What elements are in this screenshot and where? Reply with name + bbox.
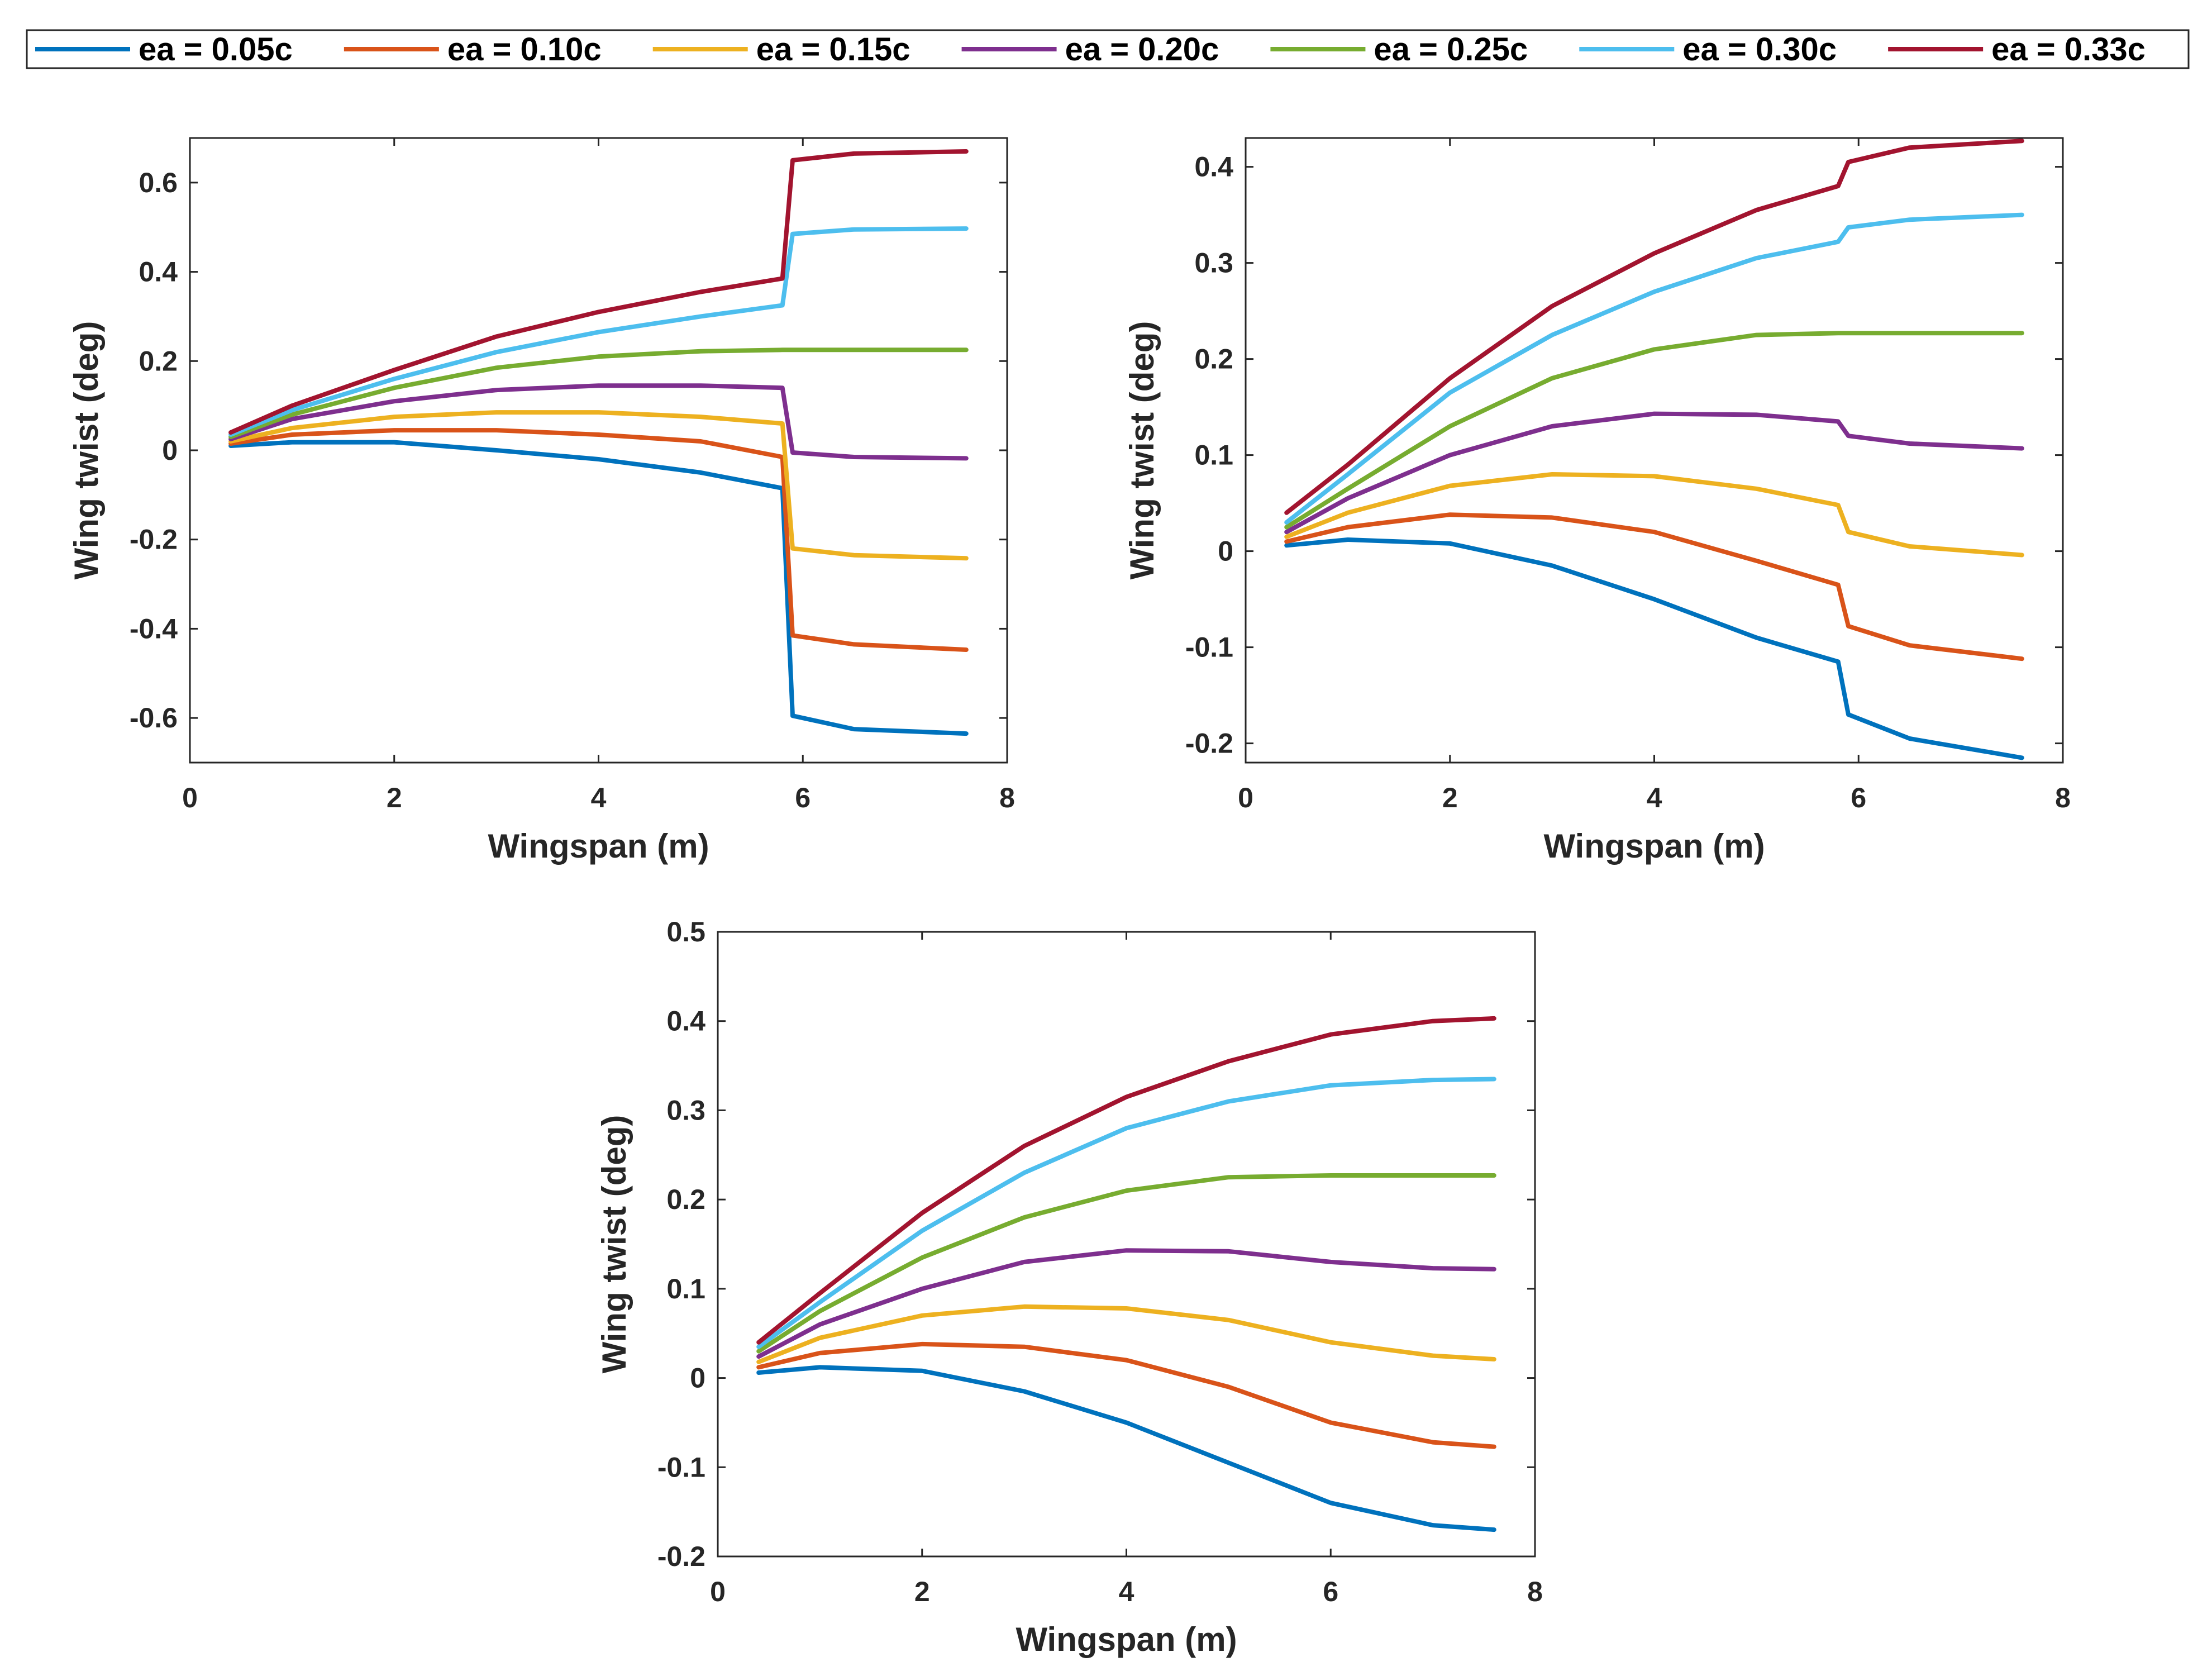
x-axis-label: Wingspan (m) bbox=[1016, 1621, 1237, 1658]
y-tick-label: 0.3 bbox=[1194, 247, 1233, 279]
series-line-ea-0-05c bbox=[756, 1365, 1496, 1532]
legend-label: ea = 0.25c bbox=[1374, 31, 1528, 68]
legend-label: ea = 0.10c bbox=[447, 31, 602, 68]
x-tick-label: 4 bbox=[1647, 782, 1662, 813]
x-tick-label: 0 bbox=[182, 782, 198, 813]
series-line-ea-0-15c bbox=[1284, 472, 2024, 558]
series-line-ea-0-33c bbox=[1284, 139, 2024, 515]
y-tick-label: 0.5 bbox=[666, 916, 705, 947]
series-line-ea-0-30c bbox=[1284, 212, 2024, 525]
x-tick-label: 4 bbox=[1119, 1576, 1134, 1607]
series-line-ea-0-15c bbox=[756, 1304, 1496, 1364]
y-tick-label: 0 bbox=[162, 435, 178, 466]
legend-label: ea = 0.33c bbox=[1991, 31, 2146, 68]
x-tick-label: 8 bbox=[2055, 782, 2071, 813]
chart-panel-bottom: 0 2 4 6 8 -0.2 -0.1 0 0.1 0.2 0.3 0.4 0.5 Wingspan (m… bbox=[595, 916, 1543, 1658]
x-tick-label: 2 bbox=[387, 782, 402, 813]
series-line-ea-0-10c bbox=[228, 428, 969, 652]
series-line-ea-0-05c bbox=[228, 440, 969, 736]
series-line-ea-0-33c bbox=[756, 1016, 1496, 1345]
x-tick-label: 6 bbox=[795, 782, 811, 813]
x-axis-label: Wingspan (m) bbox=[1543, 827, 1765, 865]
x-axis-label: Wingspan (m) bbox=[488, 827, 709, 865]
chart-panel-top-right: 0 2 4 6 8 -0.2 -0.1 0 0.1 0.2 0.3 0.4 Wingspan (m) Wi… bbox=[1123, 137, 2071, 865]
y-tick-label: 0 bbox=[690, 1363, 705, 1394]
y-tick-label: -0.2 bbox=[130, 524, 178, 555]
y-tick-label: 0.3 bbox=[666, 1094, 705, 1126]
x-tick-label: 8 bbox=[1527, 1576, 1543, 1607]
y-tick-label: -0.2 bbox=[1185, 728, 1233, 759]
y-tick-label: 0.2 bbox=[666, 1184, 705, 1215]
series-line-ea-0-20c bbox=[228, 383, 969, 461]
series-line-ea-0-10c bbox=[1284, 512, 2024, 661]
series-line-ea-0-25c bbox=[228, 347, 969, 439]
series-line-ea-0-20c bbox=[756, 1248, 1496, 1359]
y-axis-label: Wing twist (deg) bbox=[595, 1115, 633, 1374]
legend-label: ea = 0.05c bbox=[139, 31, 293, 68]
series-line-ea-0-05c bbox=[1284, 537, 2024, 760]
y-tick-label: 0.2 bbox=[139, 345, 178, 377]
chart-panel-top-left: 0 2 4 6 8 -0.6 -0.4 -0.2 0 0.2 0.4 0.6 Wingspan (m) W… bbox=[68, 137, 1015, 865]
y-tick-label: 0.1 bbox=[666, 1273, 705, 1304]
y-axis-label: Wing twist (deg) bbox=[68, 321, 105, 580]
x-tick-label: 6 bbox=[1323, 1576, 1338, 1607]
y-tick-label: 0.1 bbox=[1194, 440, 1233, 471]
legend-label: ea = 0.20c bbox=[1065, 31, 1219, 68]
y-tick-label: -0.2 bbox=[657, 1541, 705, 1572]
series-line-ea-0-10c bbox=[756, 1341, 1496, 1449]
y-tick-label: 0.4 bbox=[1194, 151, 1233, 183]
series-line-ea-0-15c bbox=[228, 410, 969, 561]
x-tick-label: 0 bbox=[710, 1576, 726, 1607]
series-line-ea-0-20c bbox=[1284, 411, 2024, 535]
y-tick-label: 0.4 bbox=[666, 1006, 705, 1037]
y-tick-label: 0.4 bbox=[139, 256, 178, 288]
y-tick-label: -0.4 bbox=[130, 613, 178, 644]
series-line-ea-0-30c bbox=[228, 226, 969, 437]
x-tick-label: 2 bbox=[914, 1576, 930, 1607]
y-tick-label: -0.1 bbox=[1185, 632, 1233, 663]
series-line-ea-0-25c bbox=[1284, 331, 2024, 530]
series-line-ea-0-30c bbox=[756, 1077, 1496, 1349]
y-axis-label: Wing twist (deg) bbox=[1123, 321, 1161, 580]
x-tick-label: 8 bbox=[999, 782, 1015, 813]
x-tick-label: 4 bbox=[591, 782, 607, 813]
series-line-ea-0-25c bbox=[756, 1173, 1496, 1354]
y-tick-label: -0.1 bbox=[657, 1451, 705, 1483]
legend-label: ea = 0.15c bbox=[756, 31, 910, 68]
legend-label: ea = 0.30c bbox=[1682, 31, 1837, 68]
y-tick-label: 0 bbox=[1218, 536, 1233, 567]
x-tick-label: 0 bbox=[1238, 782, 1253, 813]
y-tick-label: 0.2 bbox=[1194, 344, 1233, 375]
legend: ea = 0.05c ea = 0.10c ea = 0.15c ea = 0.20c… bbox=[26, 29, 2190, 69]
y-tick-label: 0.6 bbox=[139, 167, 178, 198]
y-tick-label: -0.6 bbox=[130, 702, 178, 734]
x-tick-label: 6 bbox=[1851, 782, 1866, 813]
series-line-ea-0-33c bbox=[228, 149, 969, 435]
axes-box bbox=[189, 137, 1008, 764]
x-tick-label: 2 bbox=[1442, 782, 1458, 813]
